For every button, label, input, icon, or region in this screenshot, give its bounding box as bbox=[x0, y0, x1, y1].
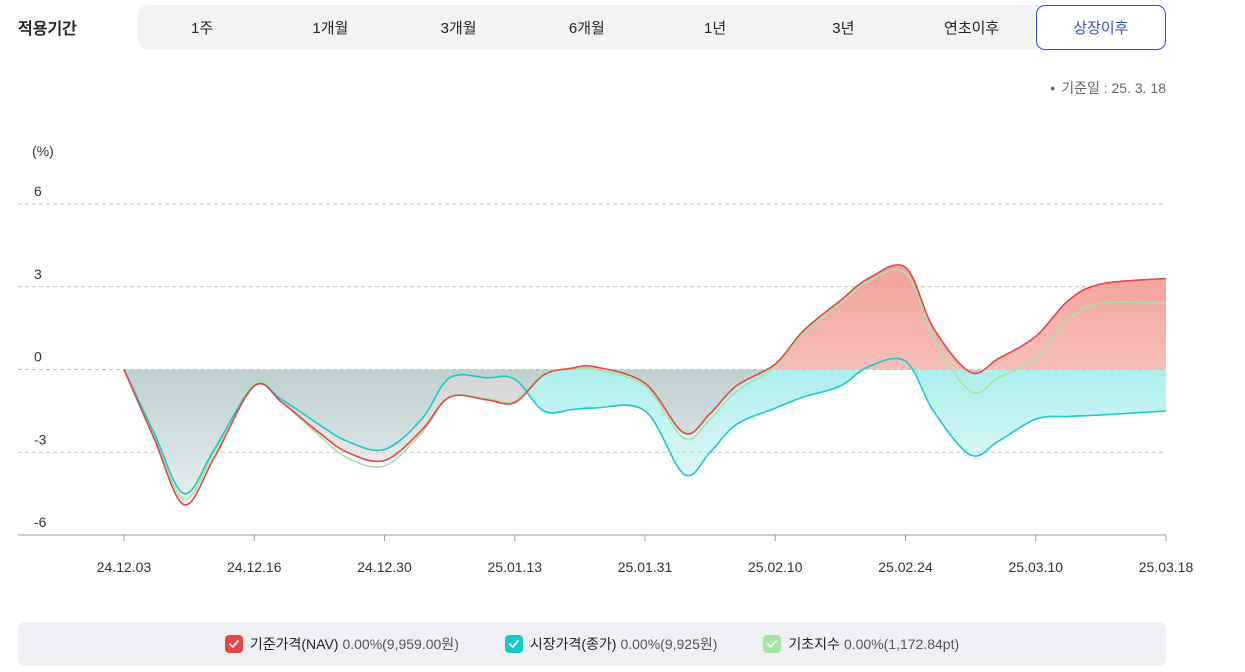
tab-1-week[interactable]: 1주 bbox=[191, 20, 214, 37]
y-tick-label: -6 bbox=[34, 514, 47, 530]
legend-name: 시장가격(종가) bbox=[529, 636, 617, 652]
x-tick-label: 25.02.10 bbox=[748, 559, 803, 575]
legend-item-nav[interactable]: 기준가격(NAV) 0.00%(9,959.00원) bbox=[224, 634, 459, 654]
period-label: 적용기간 bbox=[18, 21, 77, 38]
legend-item-market[interactable]: 시장가격(종가) 0.00%(9,925원) bbox=[504, 634, 718, 654]
y-axis-unit-label: (%) bbox=[32, 143, 54, 159]
market-line bbox=[123, 357, 1167, 495]
y-tick-label: 6 bbox=[34, 183, 42, 199]
bullet-icon: • bbox=[1050, 80, 1056, 96]
reference-date: • 기준일 : 25. 3. 18 bbox=[1050, 78, 1166, 98]
legend-value: 0.00%(9,925원) bbox=[620, 636, 718, 652]
tab-3-months[interactable]: 3개월 bbox=[440, 20, 477, 37]
nav-line bbox=[123, 264, 1167, 506]
x-tick-label: 25.03.18 bbox=[1139, 559, 1194, 575]
y-tick-label: -3 bbox=[34, 431, 47, 447]
x-tick-label: 25.01.13 bbox=[488, 559, 543, 575]
tab-6-months[interactable]: 6개월 bbox=[568, 20, 605, 37]
period-tab-bar: 1주 1개월 3개월 6개월 1년 3년 연초이후 상장이후 bbox=[138, 5, 1166, 50]
check-icon[interactable] bbox=[763, 635, 782, 653]
y-tick-label: 0 bbox=[34, 349, 42, 365]
x-tick-label: 25.03.10 bbox=[1009, 559, 1064, 575]
tab-year-to-date[interactable]: 연초이후 bbox=[944, 20, 1000, 37]
x-tick-label: 25.01.31 bbox=[618, 559, 673, 575]
nav-area-positive bbox=[124, 264, 1166, 370]
nav-area-negative bbox=[124, 369, 1166, 505]
reference-date-text: 기준일 : 25. 3. 18 bbox=[1061, 80, 1166, 96]
x-tick-label: 24.12.16 bbox=[227, 559, 282, 575]
check-icon[interactable] bbox=[224, 635, 243, 653]
performance-chart: (%) 6 3 0 -3 -6 24.12.03 24.12.16 24.12.30 25.0… bbox=[0, 130, 1245, 580]
legend-name: 기준가격(NAV) bbox=[249, 636, 339, 652]
tab-1-month[interactable]: 1개월 bbox=[312, 20, 349, 37]
legend-value: 0.00%(9,959.00원) bbox=[342, 636, 459, 652]
tab-3-years[interactable]: 3년 bbox=[832, 20, 855, 37]
x-tick-label: 25.02.24 bbox=[878, 559, 933, 575]
tab-1-year[interactable]: 1년 bbox=[704, 20, 727, 37]
x-tick-label: 24.12.03 bbox=[97, 559, 152, 575]
legend-name: 기초지수 bbox=[788, 636, 840, 652]
chart-svg: (%) 6 3 0 -3 -6 24.12.03 24.12.16 24.12.30 25.0… bbox=[18, 143, 1194, 575]
chart-legend: 기준가격(NAV) 0.00%(9,959.00원) 시장가격(종가) 0.00… bbox=[18, 622, 1166, 666]
x-tick-label: 24.12.30 bbox=[357, 559, 412, 575]
legend-value: 0.00%(1,172.84pt) bbox=[843, 636, 960, 652]
y-tick-label: 3 bbox=[34, 266, 42, 282]
check-icon[interactable] bbox=[504, 635, 523, 653]
legend-item-index[interactable]: 기초지수 0.00%(1,172.84pt) bbox=[763, 634, 959, 654]
tab-since-listing[interactable]: 상장이후 bbox=[1035, 5, 1166, 50]
